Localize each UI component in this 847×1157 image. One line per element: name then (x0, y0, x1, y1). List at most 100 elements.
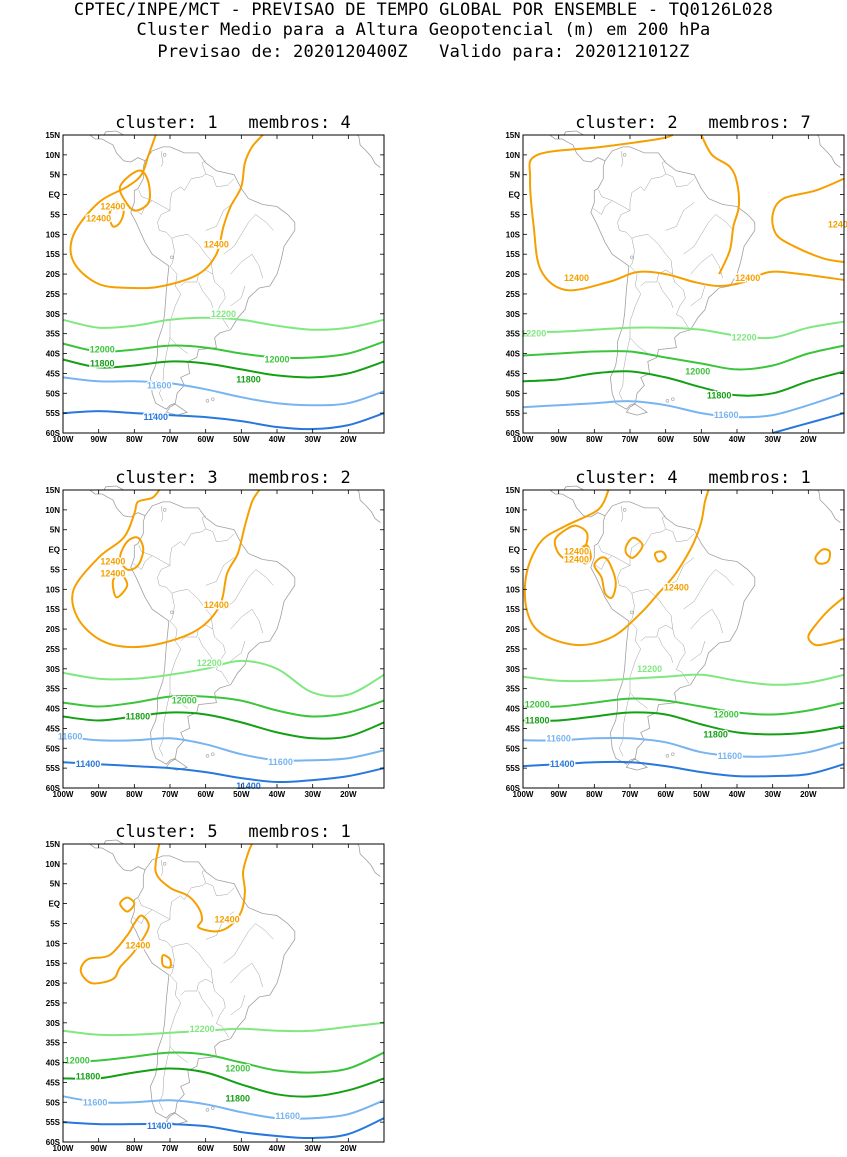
country-border (658, 281, 674, 308)
y-tick-label: 5S (50, 565, 60, 574)
x-tick-label: 90W (90, 1144, 107, 1153)
country-border (690, 253, 723, 279)
y-tick-label: 30S (506, 665, 521, 674)
country-border (690, 285, 706, 307)
y-tick-label: EQ (48, 191, 60, 200)
central-america-coast (563, 485, 584, 491)
map-plot: 1240012400124001220012000118001160011600… (45, 485, 385, 799)
africa-coast (356, 134, 381, 168)
x-tick-label: 50W (693, 790, 710, 799)
country-border (665, 202, 695, 231)
panel-title: cluster: 2 membros: 7 (575, 113, 811, 133)
x-tick-label: 30W (304, 790, 321, 799)
y-tick-label: 5N (50, 880, 60, 889)
y-tick-label: 50S (506, 389, 521, 398)
central-america-coast (103, 485, 124, 491)
x-tick-label: 50W (233, 1144, 250, 1153)
contour-line-12400 (108, 201, 125, 228)
country-border (171, 589, 230, 684)
x-tick-label: 20W (340, 1144, 357, 1153)
country-border (598, 189, 613, 201)
y-tick-label: 5N (50, 171, 60, 180)
central-america-coast (103, 130, 124, 136)
y-tick-label: 15N (45, 131, 60, 140)
y-tick-label: 10S (506, 585, 521, 594)
y-tick-label: 60S (46, 429, 61, 438)
lake-or-island (205, 754, 210, 758)
y-axis: 15N 10N 5N EQ 5S 10S 15S 20S 25S 30S 35S 40S 45S 50S 5… (505, 486, 844, 793)
y-tick-label: 20S (506, 625, 521, 634)
y-tick-label: 35S (46, 685, 61, 694)
contour-line-11600 (522, 392, 845, 419)
country-border (171, 947, 175, 968)
map-frame (62, 489, 385, 789)
x-tick-label: 60W (657, 435, 674, 444)
central-america-coast (89, 134, 146, 163)
contour-label: 12400 (735, 273, 760, 283)
contour-line-12400 (578, 544, 592, 565)
y-tick-label: 10S (506, 230, 521, 239)
contour-line-11800 (62, 711, 385, 740)
contour-label: 12400 (100, 202, 125, 212)
map-frame (522, 489, 845, 789)
contour-label: 11800 (76, 1071, 101, 1081)
y-tick-label: 40S (46, 350, 61, 359)
contour-line-12400 (161, 954, 172, 969)
x-tick-label: 60W (197, 435, 214, 444)
contour-label: 11600 (714, 410, 739, 420)
country-border (619, 620, 641, 757)
y-tick-label: 10N (45, 151, 60, 160)
country-border (180, 274, 199, 287)
contour-line-12400 (771, 177, 845, 264)
contour-line-12400 (69, 134, 264, 290)
y-tick-label: 20S (46, 270, 61, 279)
south-america-coast (130, 855, 296, 1119)
contour-label: 11800 (236, 374, 261, 384)
contour-line-11600 (62, 735, 385, 762)
y-tick-label: 15N (45, 840, 60, 849)
contour-label: 11800 (703, 729, 728, 739)
lake-or-island (665, 754, 670, 758)
y-tick-label: 55S (506, 764, 521, 773)
country-border (631, 238, 635, 259)
y-axis: 15N 10N 5N EQ 5S 10S 15S 20S 25S 30S 35S 40S 45S 50S 5… (505, 131, 844, 438)
country-border (631, 589, 690, 684)
lake-or-island (211, 1106, 215, 1110)
x-tick-label: 80W (586, 435, 603, 444)
x-tick-label: 20W (340, 435, 357, 444)
y-tick-label: 50S (46, 1098, 61, 1107)
central-america-coast (89, 843, 146, 872)
y-tick-label: 60S (46, 784, 61, 793)
contour-label: 11400 (143, 412, 168, 422)
y-tick-label: 45S (46, 1078, 61, 1087)
contour-layer: 12400 12400 12200 12000 12000 11800 11800 11600… (62, 843, 385, 1140)
y-tick-label: 15S (46, 605, 61, 614)
y-tick-label: 20S (506, 270, 521, 279)
contour-label: 12400 (204, 239, 229, 249)
country-border (593, 200, 613, 215)
x-tick-label: 80W (126, 790, 143, 799)
tierra-del-fuego-coast (165, 1112, 189, 1125)
cluster-panel-3: cluster: 3 membros: 2 12400 12400 12400 122… (18, 468, 403, 803)
x-tick-label: 60W (197, 1144, 214, 1153)
south-america-coast (590, 501, 756, 765)
contour-line-12000 (62, 1051, 385, 1074)
map-plot: 12400 12400 12200 12000 12000 11800 11800 11600… (45, 839, 385, 1153)
contour-label: 12000 (525, 700, 550, 710)
country-border (159, 265, 181, 402)
y-tick-label: 40S (46, 1059, 61, 1068)
lake-or-island (170, 610, 174, 615)
country-border (171, 234, 230, 329)
country-border (612, 555, 631, 566)
country-border (230, 608, 263, 634)
contour-line-12400 (111, 572, 129, 599)
contour-label: 11800 (226, 1093, 251, 1103)
contour-line-11800 (522, 711, 845, 736)
south-america-coast (130, 501, 296, 765)
x-tick-label: 60W (197, 790, 214, 799)
south-america-coast (130, 146, 296, 410)
contour-label: 11600 (58, 731, 83, 741)
central-america-coast (563, 130, 584, 136)
country-border (157, 173, 235, 239)
y-tick-label: 45S (46, 369, 61, 378)
